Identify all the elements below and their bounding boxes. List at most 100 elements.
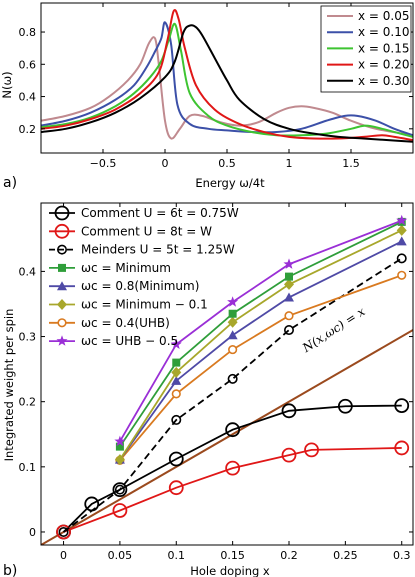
legend-label-x-0-10: x = 0.10 [358, 25, 410, 39]
point-comment-u-8t-w [168, 480, 184, 496]
point-c-0-8-minimum [396, 236, 407, 246]
panel-b-x-tick-label: 0.15 [220, 549, 245, 562]
panel-a-x-tick-label: −0.5 [90, 157, 117, 170]
panel-b: 0 0.05 0.1 0.15 0.2 0.25 0.3 0 0.1 0.2 0.3 0.4 Inte… [2, 202, 414, 577]
point-c-minimum-0-1 [114, 454, 125, 466]
legend-marker-comment-u-8t-w [54, 223, 70, 239]
panel-a-x-tick-label: 0 [162, 157, 169, 170]
series-line-comment-u-8t-w [63, 447, 402, 533]
point-c-0-4-uhb [171, 389, 181, 399]
point-comment-u-8t-w [112, 503, 128, 518]
panel-b-label: b) [3, 563, 17, 577]
panel-b-y-axis-label: Integrated weight per spin [2, 309, 16, 462]
point-meinders-u-5t-1-25w [114, 484, 125, 495]
panel-b-y-tick-label: 0.2 [19, 396, 37, 409]
point-c-minimum [285, 272, 293, 281]
point-c-uhb-0-5 [227, 296, 239, 307]
point-meinders-u-5t-1-25w [227, 373, 238, 384]
point-c-minimum-0-1 [227, 316, 238, 328]
series-line-meinders-u-5t-1-25w [63, 257, 403, 533]
point-comment-u-6t-0-75w [394, 398, 410, 413]
panel-b-y-tick-label: 0.3 [19, 331, 37, 344]
legend-label-c-0-8-minimum: ωc = 0.8(Minimum) [81, 279, 199, 293]
point-c-minimum [115, 442, 124, 451]
point-c-uhb-0-5 [283, 258, 295, 269]
point-c-minimum [228, 309, 237, 318]
legend-label-comment-u-6t-0-75w: Comment U = 6t = 0.75W [81, 206, 239, 220]
point-comment-u-6t-0-75w [281, 403, 297, 419]
panel-b-x-tick-label: 0.1 [168, 549, 186, 562]
point-meinders-u-5t-1-25w [58, 526, 69, 537]
panel-a-legend: x = 0.05 x = 0.10 x = 0.15 x = 0.20 x = 0.30 [320, 5, 412, 93]
legend-label-c-minimum: ωc = Minimum [81, 261, 171, 275]
point-comment-u-6t-0-75w [168, 451, 184, 467]
point-meinders-u-5t-1-25w [171, 414, 182, 425]
point-c-uhb-0-5 [114, 435, 126, 447]
point-comment-u-8t-w [304, 442, 319, 458]
legend-marker-c-uhb-0-5 [56, 335, 68, 346]
point-comment-u-8t-w [225, 460, 241, 476]
panel-b-x-tick-label: 0 [60, 549, 67, 562]
panel-a-y-axis-label: N(ω) [0, 71, 14, 98]
panel-b-y-tick-label: 0.1 [19, 461, 37, 474]
panel-b-frame [40, 202, 414, 546]
point-comment-u-6t-0-75w [337, 398, 353, 414]
diagonal-annotation: N(x,ωc) = x [299, 304, 368, 355]
panel-b-y-tick-label: 0 [29, 526, 36, 539]
panel-a-x-tick-label: 0.5 [218, 157, 236, 170]
legend-marker-c-minimum [58, 263, 66, 272]
panel-b-x-tick-label: 0.05 [108, 549, 133, 562]
panel-a-x-tick-label: 1 [286, 157, 293, 170]
point-c-0-8-minimum [284, 292, 294, 302]
legend-marker-meinders-u-5t-1-25w [56, 244, 67, 255]
legend-label-c-0-4-uhb: ωc = 0.4(UHB) [81, 316, 170, 330]
point-comment-u-8t-w [281, 447, 297, 463]
legend-label-c-uhb-0-5: ωc = UHB − 0.5 [81, 334, 178, 348]
panel-a-x-axis-label: Energy ω/4t [195, 176, 265, 190]
panel-a-y-tick-label: 0.8 [19, 26, 37, 39]
point-c-uhb-0-5 [170, 338, 182, 350]
point-meinders-u-5t-1-25w [396, 253, 407, 264]
point-c-0-4-uhb [228, 344, 238, 355]
point-c-0-8-minimum [171, 375, 182, 385]
legend-marker-c-0-4-uhb [57, 318, 67, 328]
legend-marker-comment-u-6t-0-75w [54, 205, 70, 221]
point-c-minimum [172, 358, 181, 367]
series-line-comment-u-6t-0-75w [62, 404, 402, 533]
panel-a-y-tick-label: 0.6 [19, 58, 37, 71]
legend-label-x-0-15: x = 0.15 [358, 41, 410, 55]
legend-label-c-minimum-0-1: ωc = Minimum − 0.1 [81, 298, 208, 312]
point-c-minimum-0-1 [284, 278, 294, 290]
legend-marker-c-minimum-0-1 [57, 299, 67, 310]
point-meinders-u-5t-1-25w [283, 325, 294, 336]
panel-a: −0.5 0 0.5 1 1.5 0.2 0.4 0.6 0.8 N(ω) Energy ω/4… [0, 2, 414, 191]
panel-b-x-tick-label: 0.2 [280, 549, 298, 562]
panel-b-x-axis-label: Hole doping x [190, 564, 270, 577]
point-c-0-4-uhb [397, 270, 407, 280]
series-line-x-0-30 [41, 24, 413, 143]
panel-a-label: a) [3, 175, 17, 191]
panel-a-x-tick-label: 1.5 [342, 157, 360, 170]
legend-label-x-0-20: x = 0.20 [358, 58, 410, 72]
series-line-x-0-05 [41, 36, 413, 140]
point-comment-u-8t-w [56, 524, 71, 540]
legend-label-comment-u-8t-w: Comment U = 8t = W [81, 224, 212, 238]
panel-b-y-tick-label: 0.4 [19, 265, 37, 278]
legend-label-meinders-u-5t-1-25w: Meinders U = 5t = 1.25W [81, 243, 235, 257]
series-line-x-0-10 [41, 21, 413, 137]
series-line-x-0-15 [41, 22, 413, 138]
point-comment-u-6t-0-75w [112, 482, 128, 498]
point-c-uhb-0-5 [396, 214, 408, 226]
point-c-minimum-0-1 [396, 224, 407, 236]
point-c-0-4-uhb [284, 311, 294, 321]
legend-label-x-0-30: x = 0.30 [358, 74, 410, 88]
legend-label-x-0-05: x = 0.05 [358, 9, 410, 23]
panel-b-x-tick-label: 0.25 [333, 549, 358, 562]
panel-b-x-tick-label: 0.3 [393, 549, 411, 562]
diagonal-reference-line [41, 329, 413, 545]
point-c-minimum-0-1 [171, 366, 182, 378]
legend-marker-c-0-8-minimum [57, 281, 67, 291]
panel-a-y-tick-label: 0.2 [19, 123, 37, 136]
point-comment-u-6t-0-75w [225, 422, 241, 438]
